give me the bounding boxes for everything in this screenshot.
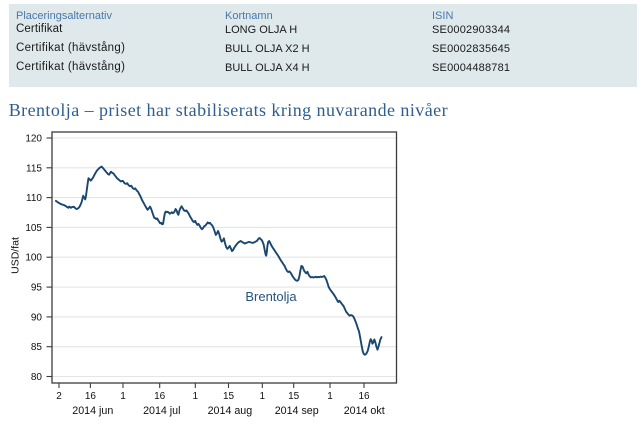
svg-text:Brentolja: Brentolja [245,289,297,304]
svg-text:15: 15 [288,391,300,402]
svg-text:1: 1 [120,391,126,402]
svg-text:95: 95 [31,283,43,294]
svg-text:16: 16 [358,391,370,402]
svg-text:120: 120 [25,134,42,145]
svg-text:85: 85 [31,342,43,353]
svg-text:16: 16 [154,391,166,402]
svg-text:110: 110 [26,193,42,204]
svg-text:2: 2 [56,391,62,402]
svg-text:1: 1 [327,391,333,402]
svg-text:2014 sep: 2014 sep [275,405,319,417]
svg-text:USD/fat: USD/fat [10,237,22,274]
svg-text:1: 1 [193,391,199,402]
svg-text:1: 1 [260,391,266,402]
svg-text:80: 80 [31,372,43,383]
svg-text:105: 105 [25,223,42,234]
svg-text:2014 jun: 2014 jun [72,405,113,417]
svg-text:2014 okt: 2014 okt [344,405,385,417]
svg-text:2014 aug: 2014 aug [208,405,253,417]
svg-text:100: 100 [25,253,42,264]
svg-text:90: 90 [31,312,43,323]
svg-text:15: 15 [223,391,235,402]
svg-text:16: 16 [85,391,97,402]
svg-text:115: 115 [26,163,42,174]
svg-text:2014 jul: 2014 jul [143,405,180,417]
